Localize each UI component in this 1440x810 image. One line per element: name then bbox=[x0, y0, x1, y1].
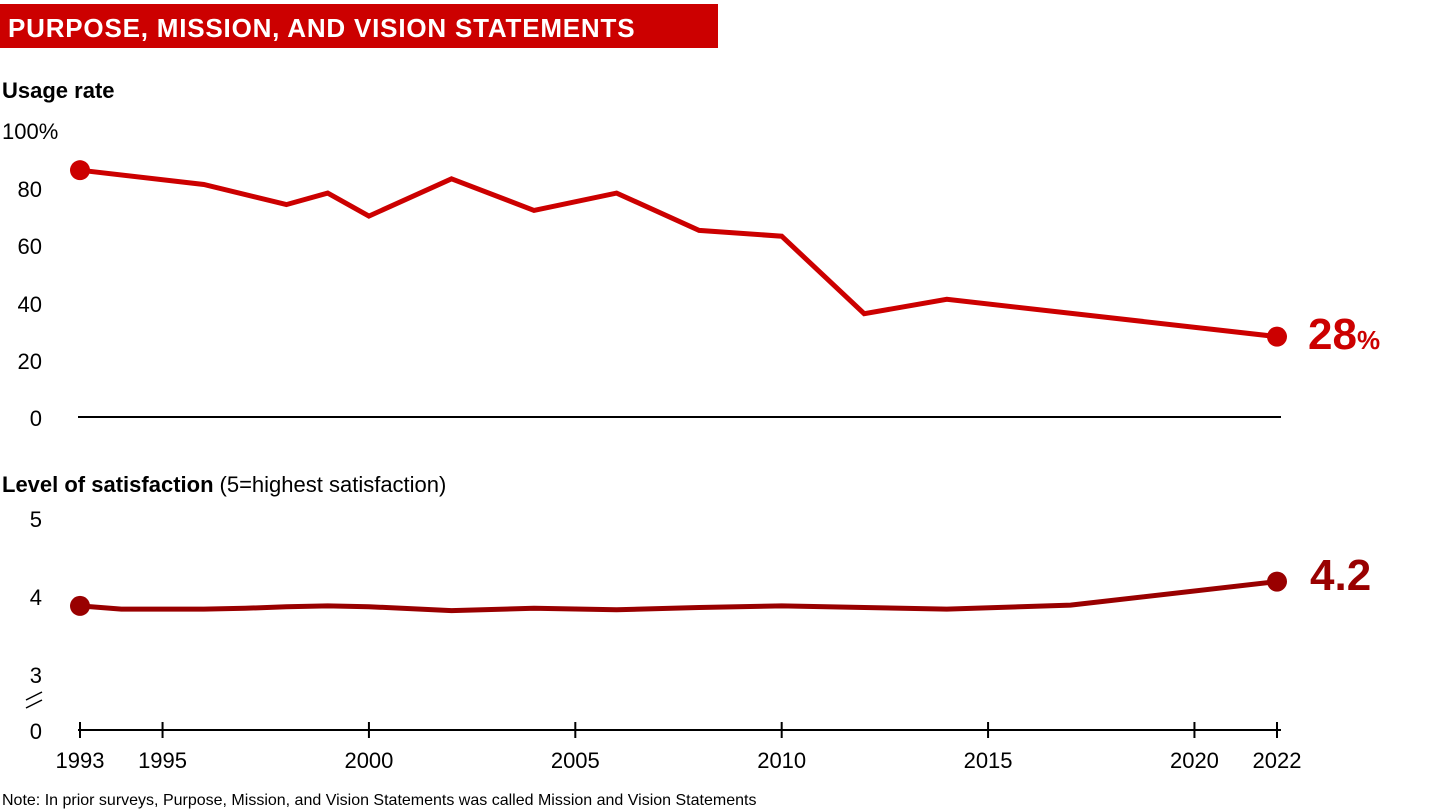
satisfaction-panel-title-group: Level of satisfaction (5=highest satisfac… bbox=[2, 472, 446, 497]
x-axis-tick-label: 2000 bbox=[344, 748, 393, 773]
satisfaction-panel-subtitle: (5=highest satisfaction) bbox=[220, 472, 447, 497]
satisfaction-end-point bbox=[1267, 571, 1287, 592]
chart-title: PURPOSE, MISSION, AND VISION STATEMENTS bbox=[8, 13, 636, 43]
x-axis-ticks: 1993 1995 2000 2005 2010 2015 2020 2022 bbox=[56, 722, 1302, 773]
x-axis-tick-label: 1993 bbox=[56, 748, 105, 773]
satisfaction-start-point bbox=[70, 595, 90, 616]
satisfaction-end-label: 4.2 bbox=[1310, 551, 1371, 600]
satisfaction-panel-title: Level of satisfaction bbox=[2, 472, 214, 497]
x-axis-tick-label: 2005 bbox=[551, 748, 600, 773]
x-axis-tick-label: 2020 bbox=[1170, 748, 1219, 773]
usage-end-point bbox=[1267, 326, 1287, 347]
usage-end-value: 28 bbox=[1308, 310, 1357, 359]
x-axis-tick-label: 2022 bbox=[1253, 748, 1302, 773]
usage-y-tick: 40 bbox=[18, 292, 42, 317]
usage-start-point bbox=[70, 160, 90, 181]
usage-end-unit: % bbox=[1357, 325, 1380, 355]
usage-y-tick: 0 bbox=[30, 406, 42, 431]
footnote: Note: In prior surveys, Purpose, Mission… bbox=[2, 792, 756, 809]
usage-y-tick: 80 bbox=[18, 177, 42, 202]
usage-line bbox=[79, 167, 1278, 340]
usage-y-tick: 20 bbox=[18, 349, 42, 374]
satisfaction-y-tick: 4 bbox=[30, 585, 42, 610]
satisfaction-line bbox=[79, 579, 1278, 614]
usage-series bbox=[70, 160, 1287, 347]
usage-y-tick: 60 bbox=[18, 234, 42, 259]
x-axis-tick-label: 2015 bbox=[964, 748, 1013, 773]
satisfaction-y-tick: 5 bbox=[30, 507, 42, 532]
axis-break-marker bbox=[25, 691, 43, 709]
satisfaction-y-tick: 0 bbox=[30, 719, 42, 744]
usage-panel-title: Usage rate bbox=[2, 78, 115, 103]
x-axis-tick-label: 2010 bbox=[757, 748, 806, 773]
chart-title-banner: PURPOSE, MISSION, AND VISION STATEMENTS bbox=[0, 4, 718, 48]
usage-y-tick: 100% bbox=[2, 119, 58, 144]
x-axis-tick-label: 1995 bbox=[138, 748, 187, 773]
usage-end-label: 28% bbox=[1308, 310, 1380, 359]
satisfaction-series bbox=[70, 571, 1287, 616]
satisfaction-y-tick: 3 bbox=[30, 663, 42, 688]
